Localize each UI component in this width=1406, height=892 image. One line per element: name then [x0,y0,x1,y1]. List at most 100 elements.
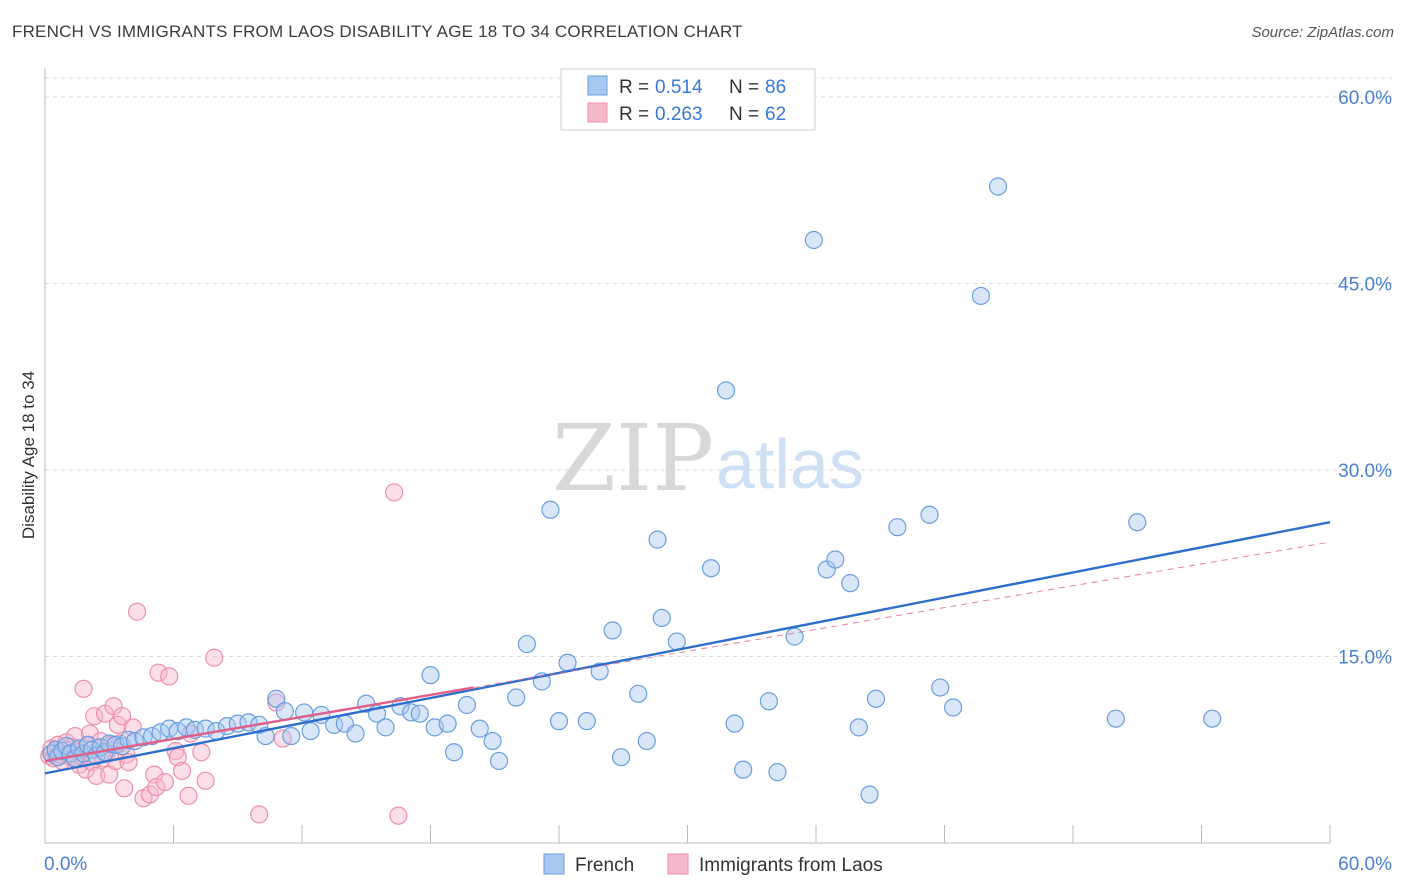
french-point [971,286,991,306]
french-point [517,634,536,654]
laos-point [389,806,408,825]
laos-points [40,483,408,825]
laos-point [384,483,404,502]
french-point [558,653,577,672]
french-point [421,666,440,685]
laos-point [108,715,127,734]
french-point [759,692,778,711]
legend-r-label: R = [619,104,649,125]
legend-n-label: N = [729,77,759,98]
bottom-legend-swatch-laos [667,853,689,875]
french-point [438,714,457,733]
french-point [716,381,736,400]
legend-swatch-french [587,75,608,96]
laos-point [205,648,224,667]
laos-point [85,707,104,726]
french-point [603,621,622,640]
french-point [483,731,502,751]
legend-swatch-laos [587,102,608,123]
french-trend-line [44,521,1331,775]
x-tick-labels: 0.0% 60.0% [44,854,1392,875]
french-point [888,518,907,537]
laos-point [155,772,175,792]
french-point [648,530,667,549]
trend-lines [44,521,1331,775]
french-point [637,731,656,751]
laos-trend-line [44,686,474,763]
laos-point [196,771,215,790]
x-tick-label: 0.0% [44,854,87,875]
french-point [988,177,1008,196]
french-point [376,718,395,737]
laos-point [74,679,93,698]
french-point [652,608,671,628]
french-point [931,678,950,697]
french-point [1106,709,1125,728]
french-point [860,785,879,804]
laos-point [147,777,166,797]
french-point [267,689,286,708]
french-point [866,689,886,708]
french-point [849,718,868,737]
y-tick-label: 45.0% [1338,275,1392,296]
y-axis-label: Disability Age 18 to 34 [19,371,38,539]
french-point [785,627,804,646]
laos-point [172,761,192,780]
french-point [549,712,569,731]
legend-n-label: N = [729,104,759,125]
laos-point [192,743,211,762]
french-points [42,177,1222,804]
laos-point [179,786,198,805]
laos-point [250,805,269,824]
laos-point [87,766,106,785]
french-point [577,712,596,731]
french-point [346,724,365,743]
french-point [457,695,477,715]
legend-n-value: 62 [765,104,786,125]
french-point [826,550,845,569]
legend: R = 0.514 N = 86 R = 0.263 N = 62 [560,68,816,131]
y-tick-label: 15.0% [1338,648,1392,669]
laos-point [112,707,132,726]
laos-trend-extension [473,541,1331,689]
watermark-atlas: atlas [716,425,864,503]
french-point [725,714,744,733]
french-point [470,719,489,738]
bottom-legend-laos: Immigrants from Laos [699,855,883,876]
laos-point [168,748,187,767]
laos-point [140,785,160,804]
y-tick-label: 30.0% [1338,461,1392,482]
legend-n-value: 86 [765,77,786,98]
y-tick-label: 60.0% [1338,88,1392,109]
x-tick-label: 60.0% [1338,854,1392,875]
laos-point [149,663,168,682]
y-tick-labels: 15.0% 30.0% 45.0% 60.0% [1338,88,1392,669]
laos-point [160,667,179,686]
french-point [612,748,631,767]
french-point [541,500,560,519]
legend-r-value: 0.263 [655,104,703,125]
bottom-legend-swatch-french [543,853,565,875]
bottom-legend: French Immigrants from Laos [543,853,883,876]
french-point [629,684,648,703]
french-point [444,743,464,762]
french-point [920,505,939,524]
french-point [275,702,294,721]
french-point [841,574,860,593]
axes [44,68,1331,844]
french-point [1203,709,1222,728]
french-point [507,688,526,707]
french-point [410,704,429,723]
legend-r-value: 0.514 [655,77,703,98]
bottom-legend-french: French [575,855,634,876]
legend-r-label: R = [619,77,649,98]
chart-title: FRENCH VS IMMIGRANTS FROM LAOS DISABILIT… [12,22,743,41]
source-label: Source: ZipAtlas.com [1251,24,1394,41]
french-point [768,763,787,782]
french-point [734,760,753,779]
laos-point [115,779,134,798]
french-point [119,730,138,749]
french-point [301,721,320,741]
french-point [943,698,963,717]
